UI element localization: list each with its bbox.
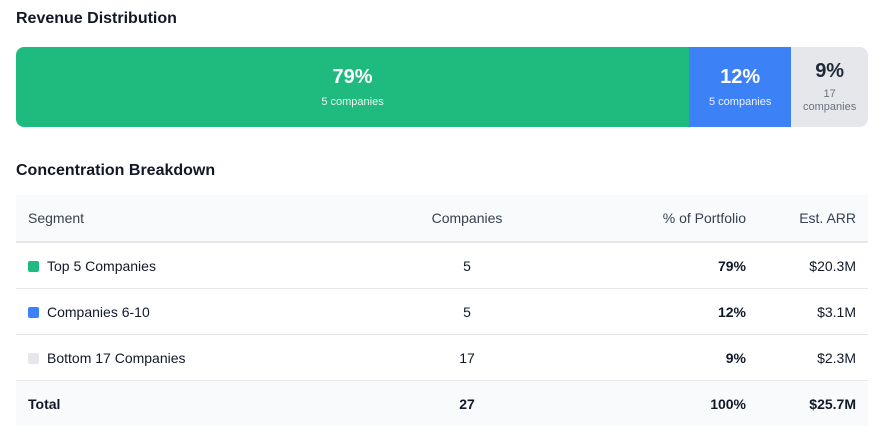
- segment-top-5: 79% 5 companies: [16, 47, 690, 127]
- total-label: Total: [16, 380, 380, 426]
- row-portfolio: 79%: [554, 242, 758, 289]
- segment-top-5-count: 5 companies: [321, 95, 384, 108]
- row-arr: $20.3M: [758, 242, 868, 289]
- row-segment: Companies 6-10: [16, 288, 380, 335]
- total-portfolio: 100%: [554, 380, 758, 426]
- swatch-gray-icon: [28, 352, 39, 364]
- swatch-blue-icon: [28, 306, 39, 318]
- row-segment-label: Top 5 Companies: [47, 257, 156, 274]
- revenue-distribution-title: Revenue Distribution: [16, 10, 177, 27]
- row-segment-label: Bottom 17 Companies: [47, 349, 186, 366]
- row-companies: 5: [380, 242, 554, 289]
- table-total-row: Total 27 100% $25.7M: [16, 380, 868, 426]
- table-row: Bottom 17 Companies 17 9% $2.3M: [16, 334, 868, 381]
- concentration-table: Segment Companies % of Portfolio Est. AR…: [16, 195, 868, 426]
- segment-6-10-count: 5 companies: [709, 95, 772, 108]
- segment-6-10-percent: 12%: [720, 65, 761, 88]
- table-row: Top 5 Companies 5 79% $20.3M: [16, 242, 868, 289]
- table-row: Companies 6-10 5 12% $3.1M: [16, 288, 868, 335]
- row-portfolio: 9%: [554, 334, 758, 381]
- table-header-row: Segment Companies % of Portfolio Est. AR…: [16, 195, 868, 243]
- row-companies: 5: [380, 288, 554, 335]
- header-segment: Segment: [16, 195, 380, 243]
- swatch-green-icon: [28, 260, 39, 272]
- concentration-breakdown-title: Concentration Breakdown: [16, 162, 216, 179]
- segment-bottom-17-percent: 9%: [815, 60, 845, 82]
- row-segment: Bottom 17 Companies: [16, 334, 380, 381]
- total-companies: 27: [380, 380, 554, 426]
- row-segment-label: Companies 6-10: [47, 303, 150, 320]
- header-arr: Est. ARR: [758, 195, 868, 243]
- segment-bottom-17: 9% 17 companies: [791, 47, 868, 127]
- row-portfolio: 12%: [554, 288, 758, 335]
- segment-bottom-17-count: 17 companies: [803, 88, 857, 113]
- row-arr: $2.3M: [758, 334, 868, 381]
- row-segment: Top 5 Companies: [16, 242, 380, 289]
- segment-6-10: 12% 5 companies: [689, 47, 792, 127]
- revenue-distribution-bar: 79% 5 companies 12% 5 companies 9% 17 co…: [16, 47, 868, 127]
- header-portfolio: % of Portfolio: [554, 195, 758, 243]
- header-companies: Companies: [380, 195, 554, 243]
- row-arr: $3.1M: [758, 288, 868, 335]
- segment-top-5-percent: 79%: [332, 65, 373, 88]
- total-arr: $25.7M: [758, 380, 868, 426]
- row-companies: 17: [380, 334, 554, 381]
